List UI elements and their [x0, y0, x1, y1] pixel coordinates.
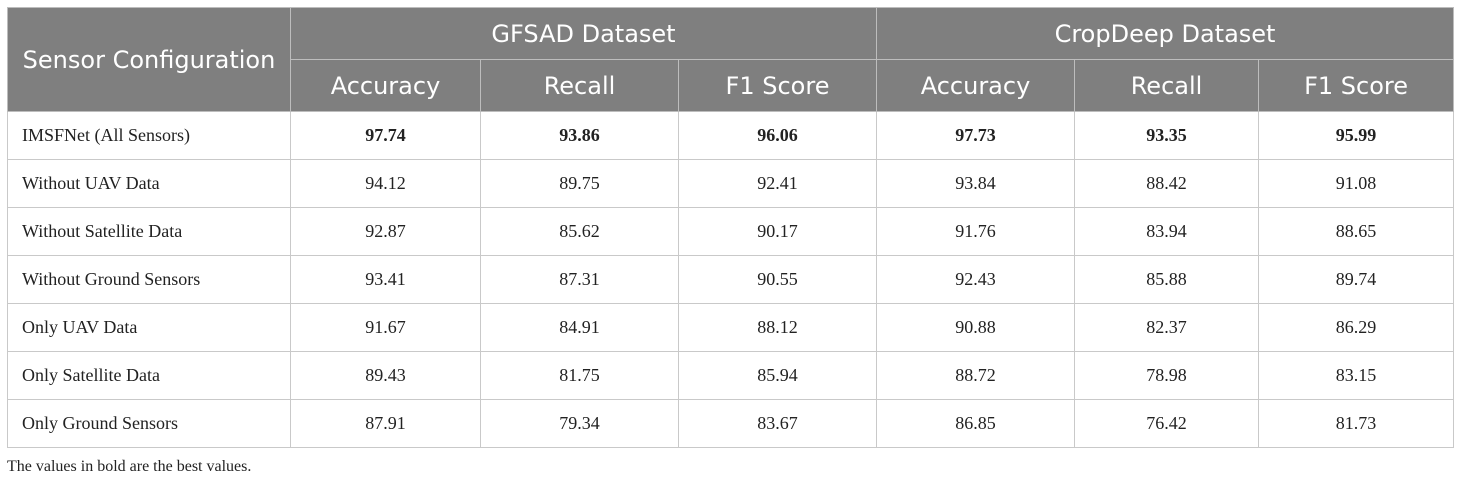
cell-value: 79.34: [480, 399, 679, 448]
header-row-metrics: Accuracy Recall F1 Score Accuracy Recall…: [8, 59, 1455, 112]
cell-value: 87.91: [290, 399, 481, 448]
cell-value: 82.37: [1074, 303, 1260, 352]
cell-value: 83.67: [677, 399, 878, 448]
table-row: Without Satellite Data 92.87 85.62 90.17…: [7, 207, 1455, 256]
cell-value: 76.42: [1074, 399, 1260, 448]
cell-value: 89.43: [290, 351, 481, 400]
cell-value: 92.87: [290, 207, 481, 256]
row-label: Only UAV Data: [7, 303, 291, 352]
cell-value: 93.41: [290, 255, 481, 304]
row-label: Without UAV Data: [7, 159, 291, 208]
cell-value: 93.35: [1074, 111, 1260, 160]
cell-value: 88.65: [1258, 207, 1455, 256]
cell-value: 93.86: [480, 111, 679, 160]
row-label: IMSFNet (All Sensors): [7, 111, 291, 160]
row-label: Only Satellite Data: [7, 351, 291, 400]
header-sensor-configuration: Sensor Configuration: [7, 7, 291, 112]
header-group-gfsad: GFSAD Dataset: [289, 7, 878, 60]
cell-value: 86.29: [1258, 303, 1455, 352]
table-row: Only UAV Data 91.67 84.91 88.12 90.88 82…: [7, 303, 1455, 352]
header-metric: Accuracy: [876, 59, 1076, 112]
cell-value: 78.98: [1074, 351, 1260, 400]
table-row: Only Satellite Data 89.43 81.75 85.94 88…: [7, 351, 1455, 400]
cell-value: 88.12: [677, 303, 878, 352]
cell-value: 88.72: [876, 351, 1076, 400]
header-metric: Recall: [480, 59, 679, 112]
cell-value: 88.42: [1074, 159, 1260, 208]
cell-value: 92.41: [677, 159, 878, 208]
results-table: Sensor Configuration GFSAD Dataset CropD…: [7, 7, 1455, 448]
row-label: Only Ground Sensors: [7, 399, 291, 448]
cell-value: 94.12: [290, 159, 481, 208]
cell-value: 91.08: [1258, 159, 1455, 208]
header-metric: F1 Score: [1258, 59, 1455, 112]
table-row: IMSFNet (All Sensors) 97.74 93.86 96.06 …: [7, 111, 1455, 160]
cell-value: 84.91: [480, 303, 679, 352]
row-label: Without Satellite Data: [7, 207, 291, 256]
table-header: Sensor Configuration GFSAD Dataset CropD…: [7, 7, 1455, 112]
table-row: Without Ground Sensors 93.41 87.31 90.55…: [7, 255, 1455, 304]
cell-value: 97.74: [290, 111, 481, 160]
cell-value: 86.85: [876, 399, 1076, 448]
cell-value: 91.67: [290, 303, 481, 352]
cell-value: 85.88: [1074, 255, 1260, 304]
cell-value: 89.74: [1258, 255, 1455, 304]
cell-value: 96.06: [677, 111, 878, 160]
cell-value: 95.99: [1258, 111, 1455, 160]
cell-value: 89.75: [480, 159, 679, 208]
cell-value: 93.84: [876, 159, 1076, 208]
header-group-cropdeep: CropDeep Dataset: [876, 7, 1455, 60]
row-label: Without Ground Sensors: [7, 255, 291, 304]
cell-value: 92.43: [876, 255, 1076, 304]
header-metric: F1 Score: [677, 59, 878, 112]
cell-value: 90.17: [677, 207, 878, 256]
table-footnote: The values in bold are the best values.: [7, 458, 252, 475]
cell-value: 97.73: [876, 111, 1076, 160]
header-metric: Recall: [1074, 59, 1260, 112]
cell-value: 90.88: [876, 303, 1076, 352]
cell-value: 81.75: [480, 351, 679, 400]
table-row: Without UAV Data 94.12 89.75 92.41 93.84…: [7, 159, 1455, 208]
table-body: IMSFNet (All Sensors) 97.74 93.86 96.06 …: [7, 111, 1455, 448]
results-table-container: Sensor Configuration GFSAD Dataset CropD…: [7, 7, 1455, 448]
table-row: Only Ground Sensors 87.91 79.34 83.67 86…: [7, 399, 1455, 448]
cell-value: 83.94: [1074, 207, 1260, 256]
cell-value: 87.31: [480, 255, 679, 304]
cell-value: 85.94: [677, 351, 878, 400]
cell-value: 90.55: [677, 255, 878, 304]
cell-value: 83.15: [1258, 351, 1455, 400]
header-row-groups: Sensor Configuration GFSAD Dataset CropD…: [7, 7, 1455, 112]
cell-value: 85.62: [480, 207, 679, 256]
cell-value: 91.76: [876, 207, 1076, 256]
header-metric: Accuracy: [290, 59, 481, 112]
cell-value: 81.73: [1258, 399, 1455, 448]
